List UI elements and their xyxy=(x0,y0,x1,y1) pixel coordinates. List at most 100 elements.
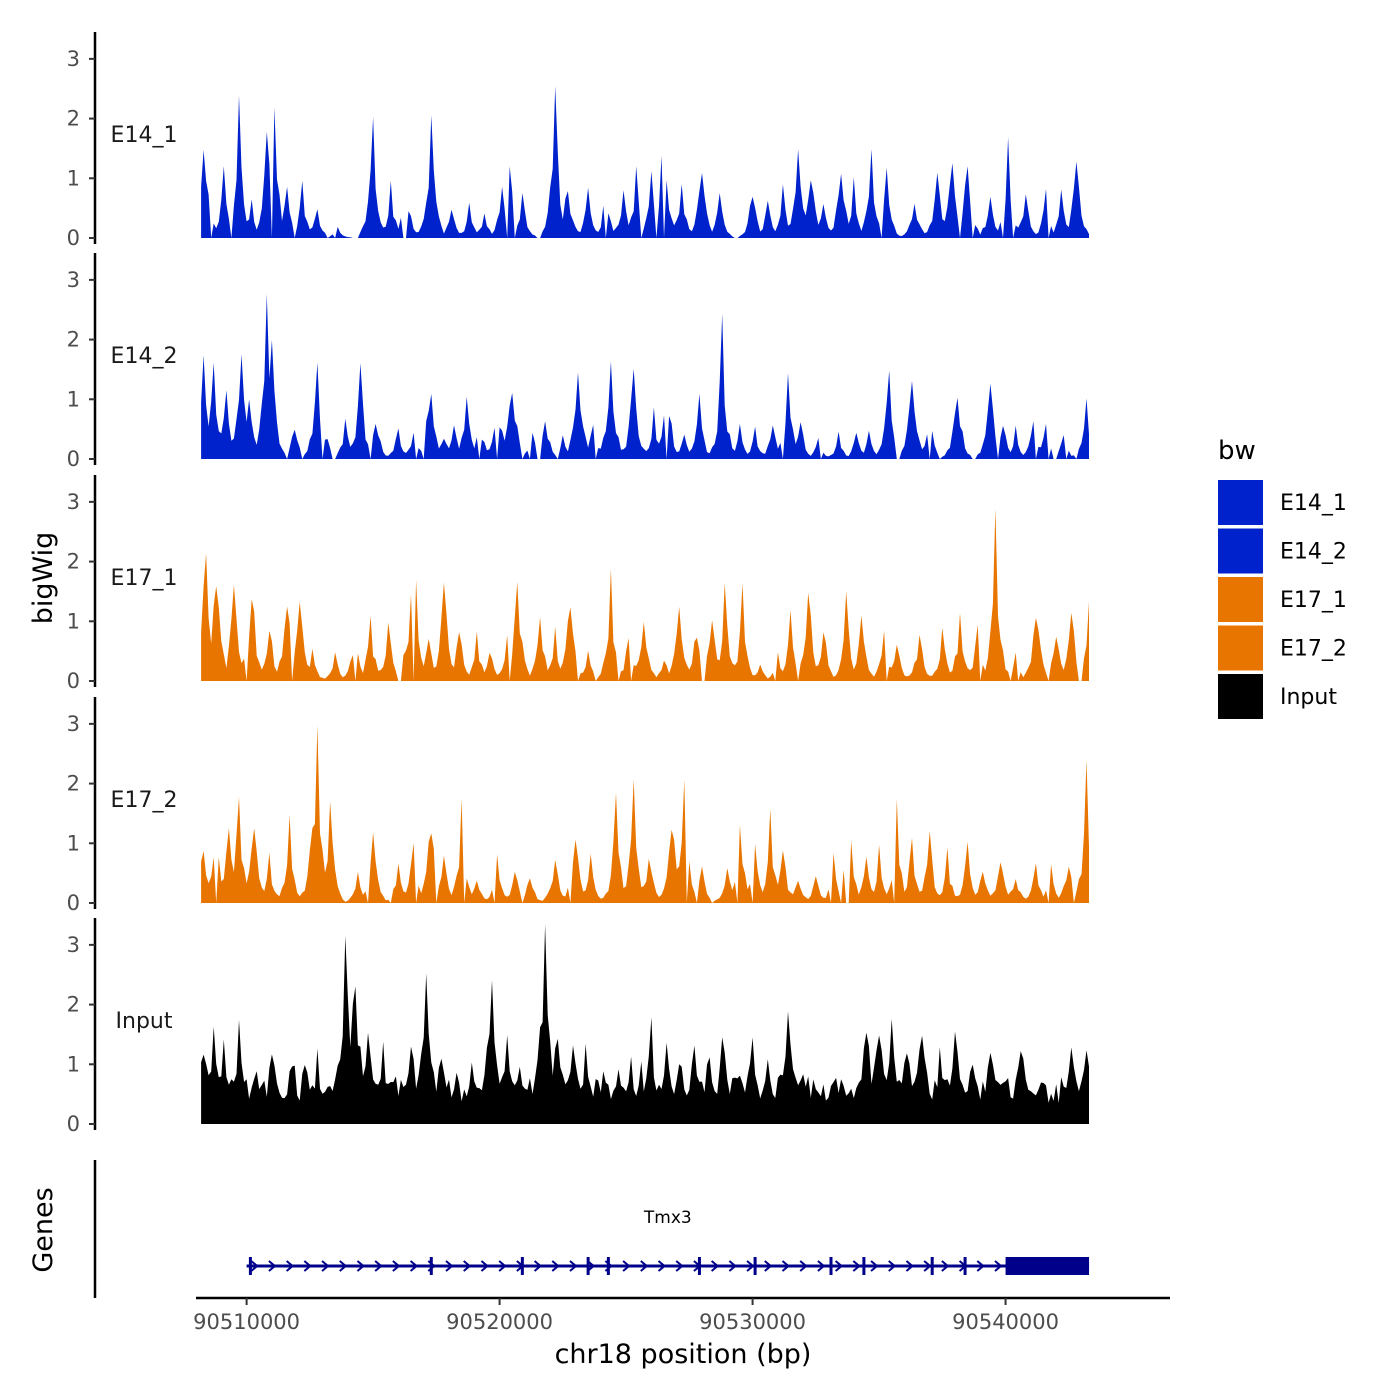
signal-area-E14_1 xyxy=(201,86,1090,238)
legend-swatch xyxy=(1218,528,1263,574)
strand-arrow xyxy=(852,1260,861,1272)
strand-arrow xyxy=(888,1260,897,1272)
signal-area-E17_2 xyxy=(201,725,1090,903)
strand-arrow xyxy=(463,1260,472,1272)
strand-arrow xyxy=(303,1260,312,1272)
legend: bw E14_1 E14_2 E17_1 E17_2 Input xyxy=(1218,436,1347,719)
y-tick-label: 1 xyxy=(67,387,80,411)
strand-arrow xyxy=(728,1260,737,1272)
signal-area-Input xyxy=(201,924,1090,1124)
strand-arrow xyxy=(905,1260,914,1272)
legend-swatch xyxy=(1218,625,1263,671)
y-tick-label: 3 xyxy=(67,712,80,736)
legend-swatch xyxy=(1218,577,1263,622)
track-label: E17_2 xyxy=(111,788,178,813)
legend-label: Input xyxy=(1280,685,1337,710)
legend-label: E14_1 xyxy=(1280,491,1347,516)
y-tick-label: 3 xyxy=(67,933,80,957)
x-tick-label: 90540000 xyxy=(952,1310,1059,1334)
track-E14_2: 0 1 2 3 E14_2 xyxy=(67,253,1090,471)
track-label: Input xyxy=(116,1009,173,1034)
genes-track-title: Genes xyxy=(28,1187,59,1272)
y-tick-label: 2 xyxy=(67,772,80,796)
y-tick-label: 2 xyxy=(67,328,80,352)
y-tick-label: 0 xyxy=(67,891,80,915)
exon-mark xyxy=(753,1257,757,1275)
y-tick-label: 2 xyxy=(67,107,80,131)
strand-arrow xyxy=(764,1260,773,1272)
y-tick-label: 2 xyxy=(67,993,80,1017)
track-E14_1: 0 1 2 3 E14_1 xyxy=(67,32,1090,250)
exon-mark xyxy=(248,1257,252,1275)
strand-arrow xyxy=(640,1260,649,1272)
x-tick-label: 90520000 xyxy=(446,1310,553,1334)
y-tick-label: 0 xyxy=(67,1112,80,1136)
y-axis-title: bigWig xyxy=(28,532,59,625)
exon-mark xyxy=(829,1257,833,1275)
strand-arrow xyxy=(941,1260,950,1272)
track-E17_2: 0 1 2 3 E17_2 xyxy=(67,697,1090,915)
gene-name-label: Tmx3 xyxy=(643,1208,692,1228)
strand-arrow xyxy=(834,1260,844,1272)
exon-mark xyxy=(429,1257,433,1275)
strand-arrow xyxy=(445,1260,454,1272)
strand-arrow xyxy=(746,1260,755,1272)
strand-arrow xyxy=(622,1260,631,1272)
y-tick-label: 1 xyxy=(67,166,80,190)
signal-area-E14_2 xyxy=(201,294,1090,459)
legend-label: E14_2 xyxy=(1280,540,1347,565)
strand-arrow xyxy=(356,1260,366,1272)
x-axis-title: chr18 position (bp) xyxy=(555,1339,812,1370)
exon-mark xyxy=(963,1257,967,1275)
legend-swatch xyxy=(1218,674,1263,719)
track-label: E17_1 xyxy=(111,566,178,591)
y-tick-label: 2 xyxy=(67,550,80,574)
x-tick-label: 90530000 xyxy=(699,1310,806,1334)
strand-arrow xyxy=(799,1260,808,1272)
y-tick-label: 0 xyxy=(67,447,80,471)
strand-arrow xyxy=(675,1260,684,1272)
strand-arrow xyxy=(657,1260,667,1272)
exon-mark xyxy=(586,1257,590,1275)
legend-swatch xyxy=(1218,480,1263,525)
track-label: E14_1 xyxy=(111,123,178,148)
legend-title: bw xyxy=(1218,436,1256,466)
strand-arrow xyxy=(817,1260,826,1272)
legend-label: E17_1 xyxy=(1280,588,1347,613)
y-tick-label: 3 xyxy=(67,490,80,514)
legend-label: E17_2 xyxy=(1280,637,1347,662)
strand-arrow xyxy=(480,1260,489,1272)
strand-arrow xyxy=(498,1260,507,1272)
exon-mark xyxy=(862,1257,866,1275)
strand-arrow xyxy=(710,1260,720,1272)
track-E17_1: 0 1 2 3 E17_1 xyxy=(67,475,1090,693)
y-tick-label: 0 xyxy=(67,226,80,250)
track-label: E14_2 xyxy=(111,344,178,369)
strand-arrow xyxy=(250,1260,259,1272)
exon-mark xyxy=(930,1257,934,1275)
strand-arrow xyxy=(587,1260,596,1272)
exon-mark xyxy=(697,1257,701,1275)
strand-arrow xyxy=(551,1260,560,1272)
exon-mark xyxy=(606,1257,610,1275)
strand-arrow xyxy=(781,1260,791,1272)
strand-arrow xyxy=(268,1260,277,1272)
strand-arrow xyxy=(569,1260,578,1272)
x-tick-label: 90510000 xyxy=(193,1310,300,1334)
strand-arrow xyxy=(409,1260,419,1272)
y-tick-label: 1 xyxy=(67,609,80,633)
genes-track: Tmx3 xyxy=(93,1160,1090,1298)
strand-arrow xyxy=(923,1260,932,1272)
track-Input: 0 1 2 3 Input xyxy=(67,918,1090,1136)
y-tick-label: 1 xyxy=(67,831,80,855)
strand-arrow xyxy=(285,1260,295,1272)
strand-arrow xyxy=(870,1260,879,1272)
y-tick-label: 3 xyxy=(67,47,80,71)
y-tick-label: 1 xyxy=(67,1052,80,1076)
strand-arrow xyxy=(321,1260,330,1272)
y-tick-label: 3 xyxy=(67,268,80,292)
x-axis: 90510000 90520000 90530000 90540000 xyxy=(193,1296,1170,1334)
coding-block xyxy=(1005,1257,1090,1275)
strand-arrow xyxy=(994,1260,1003,1272)
